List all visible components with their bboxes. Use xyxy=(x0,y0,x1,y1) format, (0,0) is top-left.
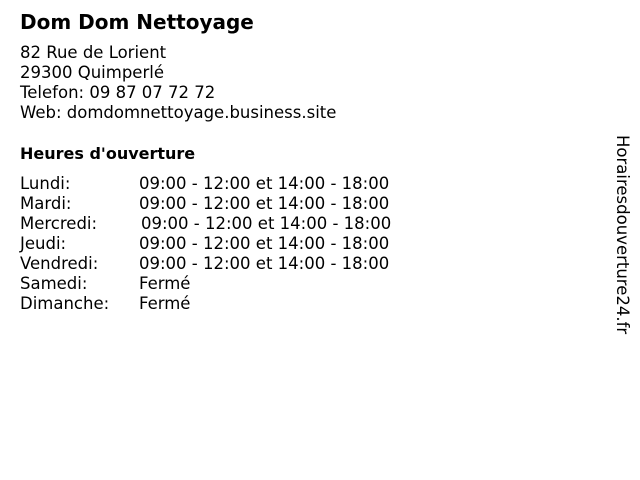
site-watermark: Horairesdouverture24.fr xyxy=(613,135,632,335)
day-hours: 09:00 - 12:00 et 14:00 - 18:00 xyxy=(139,174,390,193)
phone: Telefon: 09 87 07 72 72 xyxy=(20,83,216,102)
day-label: Dimanche: xyxy=(20,294,110,313)
day-label: Vendredi: xyxy=(20,254,99,273)
day-hours: Fermé xyxy=(139,294,191,313)
day-label: Jeudi: xyxy=(20,234,67,253)
day-label: Lundi: xyxy=(20,174,71,193)
day-label: Mercredi: xyxy=(20,214,98,233)
day-label: Mardi: xyxy=(20,194,72,213)
website: Web: domdomnettoyage.business.site xyxy=(20,103,337,122)
day-hours: 09:00 - 12:00 et 14:00 - 18:00 xyxy=(139,234,390,253)
business-contact: 82 Rue de Lorient 29300 Quimperlé Telefo… xyxy=(20,43,336,123)
day-hours: 09:00 - 12:00 et 14:00 - 18:00 xyxy=(141,214,392,233)
address-street: 82 Rue de Lorient xyxy=(20,43,167,62)
hours-heading: Heures d'ouverture xyxy=(20,144,196,163)
address-city: 29300 Quimperlé xyxy=(20,63,164,82)
day-hours: Fermé xyxy=(139,274,191,293)
business-name: Dom Dom Nettoyage xyxy=(20,10,254,34)
day-hours: 09:00 - 12:00 et 14:00 - 18:00 xyxy=(139,254,390,273)
day-hours: 09:00 - 12:00 et 14:00 - 18:00 xyxy=(139,194,390,213)
day-label: Samedi: xyxy=(20,274,88,293)
